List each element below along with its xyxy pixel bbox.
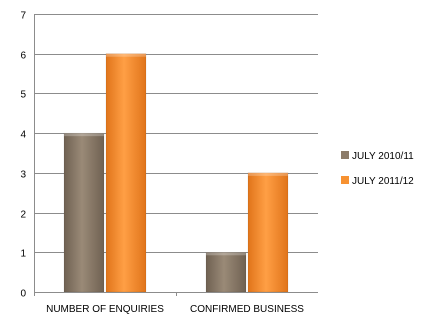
y-tick-label: 7 <box>20 11 26 22</box>
bar-series-2-enquiries <box>105 53 147 293</box>
x-category-label: CONFIRMED BUSINESS <box>190 304 304 315</box>
bar-series-2-confirmed <box>247 172 289 293</box>
legend-swatch <box>341 151 349 159</box>
x-category-label: NUMBER OF ENQUIRIES <box>46 304 164 315</box>
y-tick-label: 3 <box>20 170 26 181</box>
y-tick-label: 0 <box>20 289 26 300</box>
y-tick-label: 6 <box>20 51 26 62</box>
legend: JULY 2010/11 JULY 2011/12 <box>341 151 414 187</box>
legend-label: JULY 2010/11 <box>352 151 414 162</box>
y-tick-label: 2 <box>20 210 26 221</box>
bars <box>63 53 289 293</box>
bar-top-highlight <box>106 53 146 57</box>
bar-top-highlight <box>64 133 104 137</box>
bar-series-1-enquiries <box>63 132 105 293</box>
legend-label: JULY 2011/12 <box>352 176 414 187</box>
y-tick-label: 5 <box>20 90 26 101</box>
bar-top-highlight <box>248 172 288 176</box>
y-tick-label: 4 <box>20 130 26 141</box>
y-tick-label: 1 <box>20 249 26 260</box>
bar-top-highlight <box>206 252 246 256</box>
bar-series-1-confirmed <box>205 252 247 293</box>
axes: 0 1 2 3 4 5 6 7 NUMBER OF ENQUIRIES CONFIRMED BUS… <box>20 11 318 315</box>
legend-swatch <box>341 176 349 184</box>
